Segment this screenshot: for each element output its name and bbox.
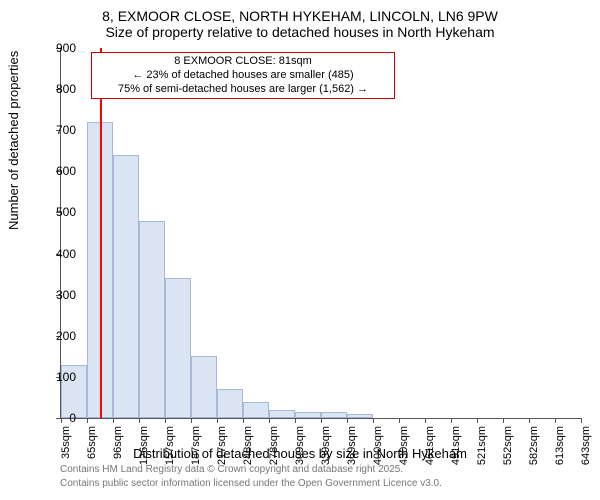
y-tick-label: 200 <box>42 329 76 343</box>
x-tick-label: 278sqm <box>268 426 280 471</box>
x-tick-mark <box>191 418 192 423</box>
title-line-1: 8, EXMOOR CLOSE, NORTH HYKEHAM, LINCOLN,… <box>0 0 600 24</box>
x-tick-label: 187sqm <box>190 426 202 471</box>
annotation-line-1: 8 EXMOOR CLOSE: 81sqm <box>98 55 388 69</box>
x-tick-mark <box>529 418 530 423</box>
histogram-bar <box>269 410 295 418</box>
x-tick-mark <box>269 418 270 423</box>
annotation-line-3: 75% of semi-detached houses are larger (… <box>98 83 388 97</box>
y-tick-label: 0 <box>42 411 76 425</box>
x-tick-label: 521sqm <box>476 426 488 471</box>
histogram-bar <box>217 389 243 418</box>
x-tick-label: 126sqm <box>138 426 150 471</box>
x-tick-label: 582sqm <box>528 426 540 471</box>
y-tick-label: 700 <box>42 123 76 137</box>
x-tick-mark <box>87 418 88 423</box>
y-tick-label: 800 <box>42 82 76 96</box>
histogram-bar <box>113 155 139 418</box>
histogram-bar <box>321 412 347 418</box>
x-tick-label: 96sqm <box>112 426 124 471</box>
x-tick-label: 613sqm <box>554 426 566 471</box>
x-tick-mark <box>373 418 374 423</box>
x-tick-label: 461sqm <box>424 426 436 471</box>
x-tick-label: 491sqm <box>450 426 462 471</box>
y-tick-label: 600 <box>42 164 76 178</box>
plot-area: 8 EXMOOR CLOSE: 81sqm ← 23% of detached … <box>60 48 581 419</box>
histogram-bar <box>243 402 269 418</box>
y-tick-label: 500 <box>42 205 76 219</box>
x-tick-mark <box>581 418 582 423</box>
x-tick-label: 400sqm <box>372 426 384 471</box>
x-tick-mark <box>425 418 426 423</box>
histogram-bar <box>139 221 165 418</box>
x-tick-label: 65sqm <box>86 426 98 471</box>
histogram-bar <box>165 278 191 418</box>
x-tick-mark <box>399 418 400 423</box>
x-tick-mark <box>295 418 296 423</box>
x-tick-mark <box>243 418 244 423</box>
x-tick-label: 248sqm <box>242 426 254 471</box>
x-tick-mark <box>503 418 504 423</box>
footnote-2: Contains public sector information licen… <box>60 478 442 489</box>
x-tick-label: 35sqm <box>60 426 72 471</box>
chart-container: 8, EXMOOR CLOSE, NORTH HYKEHAM, LINCOLN,… <box>0 0 600 500</box>
x-tick-mark <box>113 418 114 423</box>
x-tick-mark <box>139 418 140 423</box>
x-tick-label: 430sqm <box>398 426 410 471</box>
x-tick-label: 157sqm <box>164 426 176 471</box>
x-tick-mark <box>555 418 556 423</box>
x-tick-mark <box>451 418 452 423</box>
x-tick-label: 217sqm <box>216 426 228 471</box>
y-tick-label: 300 <box>42 288 76 302</box>
y-tick-label: 400 <box>42 247 76 261</box>
x-tick-label: 339sqm <box>320 426 332 471</box>
histogram-bar <box>347 414 373 418</box>
x-tick-mark <box>321 418 322 423</box>
y-tick-label: 100 <box>42 370 76 384</box>
histogram-bar <box>191 356 217 418</box>
x-tick-mark <box>477 418 478 423</box>
x-tick-label: 552sqm <box>502 426 514 471</box>
annotation-line-2: ← 23% of detached houses are smaller (48… <box>98 69 388 83</box>
histogram-bar <box>295 412 321 418</box>
x-tick-label: 643sqm <box>580 426 592 471</box>
x-tick-mark <box>217 418 218 423</box>
reference-line <box>100 48 102 418</box>
y-tick-label: 900 <box>42 41 76 55</box>
x-tick-label: 369sqm <box>346 426 358 471</box>
annotation-box: 8 EXMOOR CLOSE: 81sqm ← 23% of detached … <box>91 52 395 99</box>
x-tick-label: 309sqm <box>294 426 306 471</box>
x-tick-mark <box>165 418 166 423</box>
title-line-2: Size of property relative to detached ho… <box>0 24 600 40</box>
y-axis-label: Number of detached properties <box>6 51 21 230</box>
x-tick-mark <box>347 418 348 423</box>
